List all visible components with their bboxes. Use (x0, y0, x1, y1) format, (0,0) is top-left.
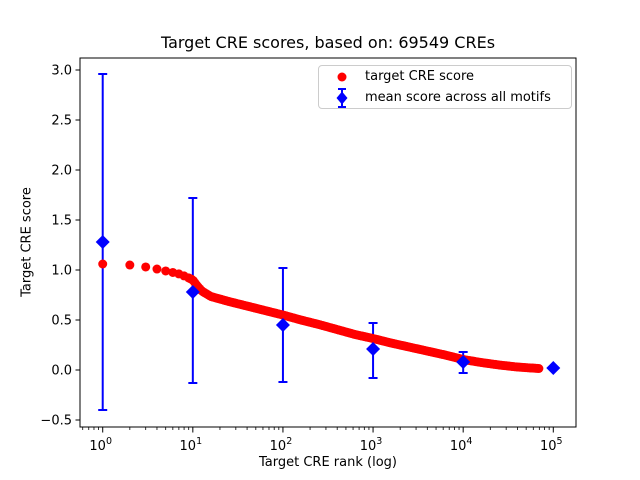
y-tick-label: −0.5 (40, 414, 72, 429)
x-tick-label: 101 (180, 436, 203, 454)
legend-item-mean-score: mean score across all motifs (319, 87, 571, 108)
legend-item-target-score: target CRE score (319, 66, 571, 87)
x-tick-label: 104 (450, 436, 473, 454)
y-tick-label: 0.5 (51, 314, 72, 329)
y-tick-label: 2.5 (51, 114, 72, 129)
red-circle-marker-icon (337, 72, 347, 81)
target-score-series (98, 259, 544, 373)
y-tick-label: 2.0 (51, 164, 72, 179)
legend-label-target-score: target CRE score (365, 69, 475, 84)
axes-frame (79, 57, 577, 428)
y-axis-label: Target CRE score (19, 187, 35, 297)
chart-title: Target CRE scores, based on: 69549 CREs (160, 33, 496, 52)
x-axis: 100 101 102 103 104 105 (82, 427, 563, 454)
x-axis-label: Target CRE rank (log) (259, 455, 397, 470)
y-tick-label: 3.0 (51, 64, 72, 79)
y-tick-label: 1.0 (51, 264, 72, 279)
y-tick-label: 0.0 (51, 364, 72, 379)
y-axis: −0.5 0.0 0.5 1.0 1.5 2.0 2.5 3.0 (40, 64, 80, 429)
legend-label-mean-score: mean score across all motifs (365, 90, 551, 105)
x-tick-label: 102 (270, 436, 293, 454)
blue-diamond-errorbar-marker-icon (336, 87, 348, 108)
legend: target CRE score mean score across all m… (318, 65, 572, 109)
x-tick-label: 105 (540, 436, 563, 454)
x-tick-label: 100 (89, 436, 112, 454)
x-tick-label: 103 (360, 436, 383, 454)
y-tick-label: 1.5 (51, 214, 72, 229)
mean-score-errorbars (98, 73, 468, 411)
mean-score-diamonds (95, 235, 561, 375)
